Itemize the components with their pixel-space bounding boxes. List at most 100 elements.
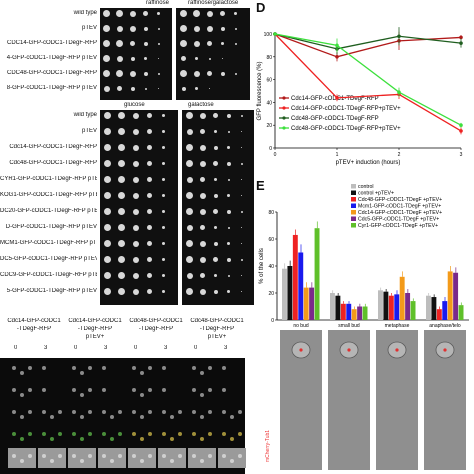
e-bar [394,294,400,320]
b-row-label: DC5-GFP-cODC1-TDegF-RFP pTEV [0,256,97,262]
b-colony-spot [147,129,152,134]
a-colony-spot [222,58,223,59]
b-colony-spot [200,273,205,278]
c-cell-signal [200,415,204,419]
c-cell-signal [170,437,174,441]
chart-e: 0 20 40 60 80 % of the cells no bud small bud me… [259,184,469,470]
a-colony-spot [103,40,110,47]
a-colony-spot [193,40,200,47]
b-colony-spot [132,224,139,231]
b-colony-spot [227,290,230,293]
b-colony-spot [104,208,111,215]
c-cell-signal [230,415,234,419]
c-cell-signal [88,454,92,458]
c-cell-signal [162,432,166,436]
e-bar [362,306,368,320]
b-colony-spot [214,226,217,229]
c-cell-signal [222,366,226,370]
c-cell-signal [80,415,84,419]
b-row-label: DC20-GFP-cODC1-TDegF-RFP pTEV [0,208,97,214]
e-legend-swatch [351,210,356,215]
c-cell-signal [178,410,182,414]
c-brightfield-tile [68,448,96,468]
b-colony-spot [147,209,152,214]
c-cell-signal [58,432,62,436]
c-cell-signal [200,371,204,375]
c-brightfield-tile [38,448,66,468]
b-colony-spot [104,160,111,167]
b-colony-spot [227,274,230,277]
a-row-label: wild type [73,10,97,16]
c-cell-signal [12,454,16,458]
c-cell-signal [72,366,76,370]
c-cell-signal [110,459,114,463]
c-cell-signal [118,454,122,458]
b-colony-spot [186,128,193,135]
b-colony-spot [147,145,152,150]
a-colony-spot [193,25,200,32]
d-series-line [274,33,462,126]
b-colony-spot [214,178,217,181]
c-cell-signal [42,388,46,392]
c-time-label: 3 [44,345,48,351]
c-cell-signal [102,366,106,370]
c-cell-signal [208,388,212,392]
c-cell-signal [148,366,152,370]
c-cell-signal [162,366,166,370]
a-colony-spot [103,85,110,92]
c-column-title-line2: -TDegF-RFP [16,326,52,332]
a-colony-spot [130,41,135,46]
b-colony-spot [226,209,231,214]
e-y-tick-label: 40 [268,264,274,270]
b-row-label: wild type [73,112,97,118]
e-bar [405,293,411,320]
a-colony-spot [180,10,187,17]
b-colony-spot [162,162,165,165]
a-colony-spot [130,56,135,61]
b-colony-spot [132,160,139,167]
b-colony-spot [118,160,125,167]
e-y-axis-label: % of the cells [259,248,265,284]
c-column-title-line2: -TDegF-RFP [138,326,174,332]
c-cell-signal [140,437,144,441]
c-cell-signal [222,388,226,392]
b-colony-spot [162,194,165,197]
a-colony-spot [181,86,186,91]
b-row-label: CYR1-GFP-cODC1-TDegF-RFP pTEV [0,176,97,182]
d-y-tick-label: 80 [266,55,272,61]
c-cell-signal [162,454,166,458]
a-colony-spot [103,70,110,77]
d-legend-marker [282,126,286,130]
c-cell-signal [222,454,226,458]
b-colony-spot [213,193,218,198]
a-colony-spot [143,11,148,16]
c-cell-signal [148,410,152,414]
c-cell-signal [192,366,196,370]
c-cell-signal [118,432,122,436]
c-cell-signal [72,410,76,414]
b-colony-spot [227,178,230,181]
c-cell-signal [20,437,24,441]
c-cell-signal [28,366,32,370]
e-legend-swatch [351,223,356,228]
c-time-label: 3 [104,345,108,351]
d-legend-label: Cdc48-GFP-cODC1-TDegF-RFP+pTEV+ [291,126,401,132]
b-colony-spot [200,225,205,230]
c-cell-signal [20,415,24,419]
d-data-point [335,43,339,48]
b-colony-spot [104,256,111,263]
a-colony-spot [158,58,159,59]
c-time-label: 0 [74,345,78,351]
b-colony-spot [213,241,218,246]
b-colony-spot [199,160,206,167]
a-colony-spot [180,25,187,32]
b-colony-spot [118,224,125,231]
b-colony-spot [104,272,111,279]
b-colony-spot [213,145,218,150]
a-colony-spot [221,42,224,45]
a-colony-spot [207,71,212,76]
b-colony-spot [147,257,152,262]
a-colony-spot [103,55,110,62]
c-column-title-line3: pTEV+ [207,334,227,340]
c-cell-signal [72,432,76,436]
